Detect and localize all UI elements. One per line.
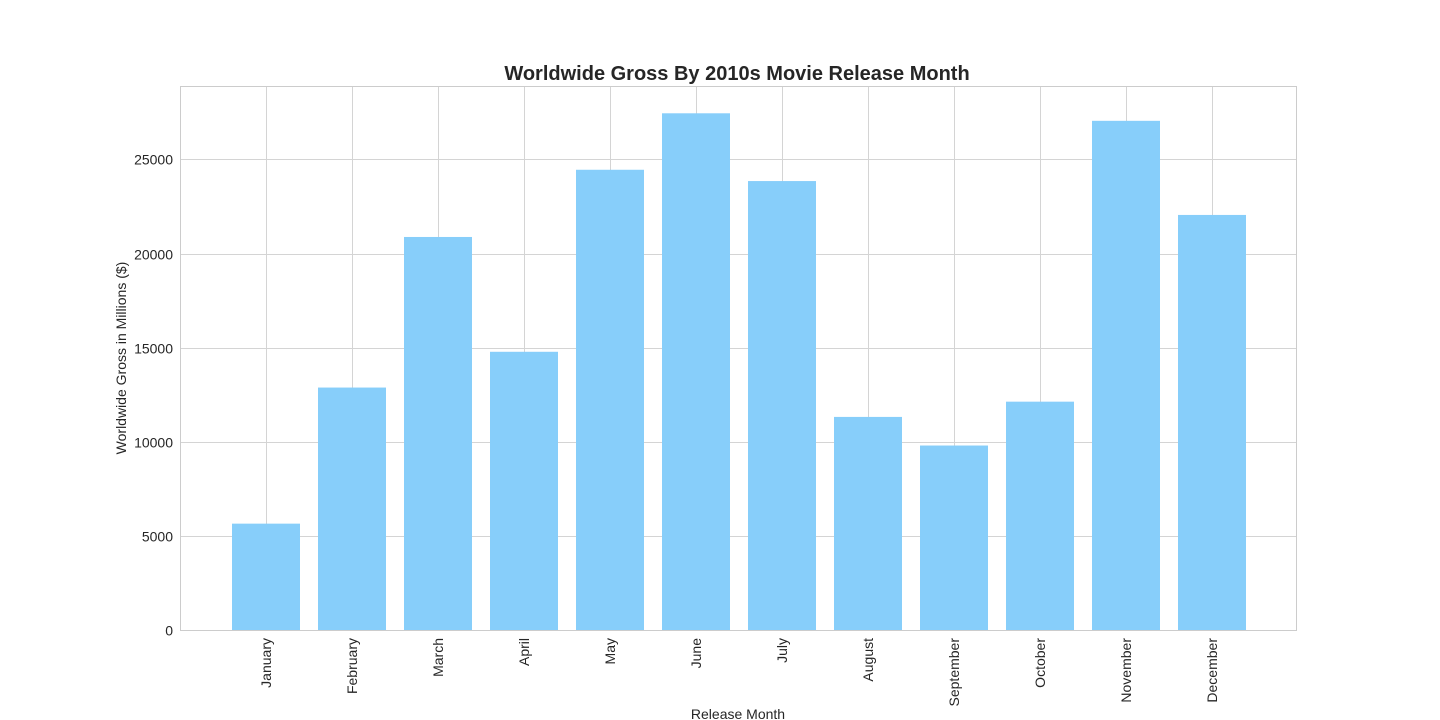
bar-may	[576, 169, 644, 630]
y-tick-label: 25000	[134, 152, 173, 168]
y-axis-ticks: 0 5000 10000 15000 20000 25000	[134, 152, 173, 639]
x-tick-label: April	[516, 638, 532, 666]
bar-november	[1092, 120, 1160, 630]
bar-april	[490, 351, 558, 630]
x-tick-label: May	[602, 638, 618, 664]
x-tick-label: March	[430, 638, 446, 677]
bar-august	[834, 416, 902, 630]
bars	[232, 113, 1246, 631]
y-tick-label: 10000	[134, 435, 173, 451]
y-tick-label: 0	[165, 623, 173, 639]
x-tick-label: July	[774, 638, 790, 663]
y-tick-label: 20000	[134, 247, 173, 263]
x-tick-label: October	[1032, 638, 1048, 688]
x-tick-label: September	[946, 638, 962, 707]
bar-june	[662, 113, 730, 630]
bar-february	[318, 387, 386, 630]
bar-september	[920, 445, 988, 630]
x-axis-label: Release Month	[691, 706, 785, 720]
x-axis-ticks: January February March April May June July Augu…	[258, 638, 1220, 707]
x-tick-label: November	[1118, 638, 1134, 703]
bar-march	[404, 236, 472, 630]
x-tick-label: August	[860, 638, 876, 682]
plot-frame	[180, 86, 1297, 631]
x-tick-label: June	[688, 638, 704, 669]
y-tick-label: 5000	[142, 529, 173, 545]
y-tick-label: 15000	[134, 341, 173, 357]
x-tick-label: February	[344, 638, 360, 694]
chart-title: Worldwide Gross By 2010s Movie Release M…	[504, 63, 969, 85]
bar-december	[1178, 214, 1246, 631]
y-axis-label: Worldwide Gross in Millions ($)	[113, 262, 129, 455]
x-tick-label: December	[1204, 638, 1220, 703]
bar-january	[232, 523, 300, 630]
x-tick-label: January	[258, 638, 274, 688]
bar-october	[1006, 401, 1074, 630]
bar-july	[748, 181, 816, 630]
